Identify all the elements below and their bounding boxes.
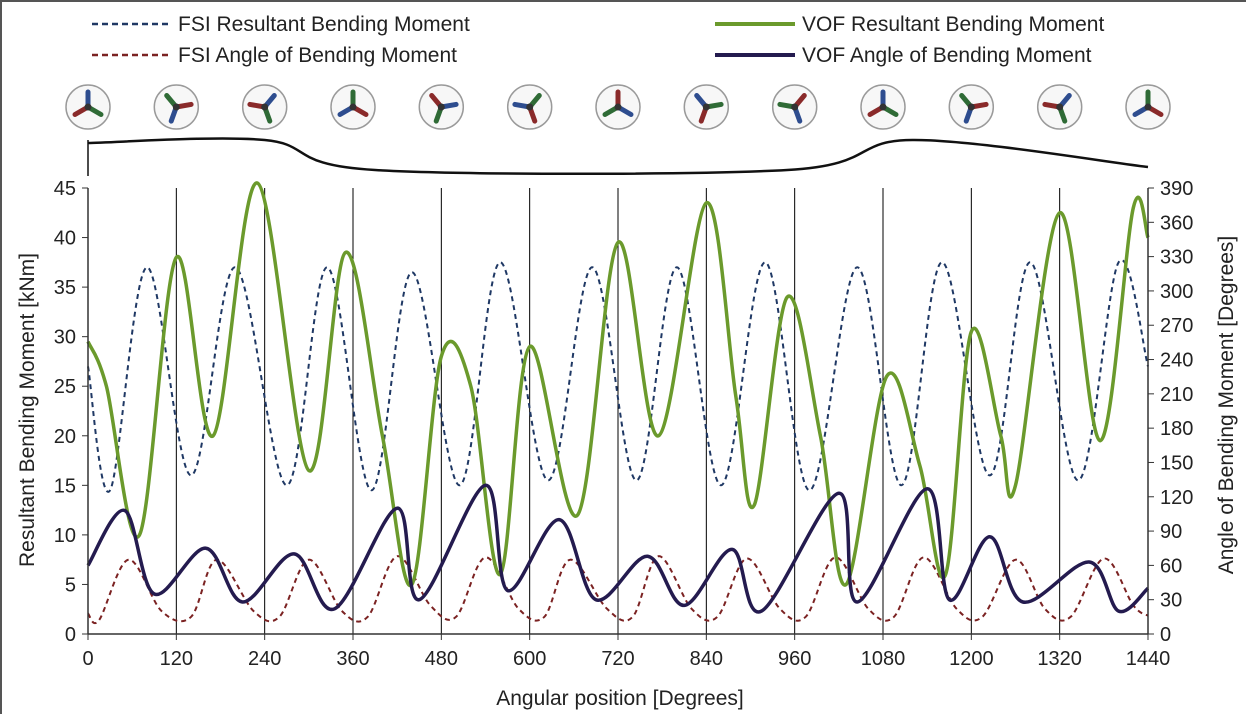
x-tick-label: 120 xyxy=(160,648,193,670)
rotor-icon xyxy=(948,84,995,130)
rotor-icons xyxy=(65,84,1171,130)
rotor-icon xyxy=(241,84,288,130)
y2-tick-label: 120 xyxy=(1160,487,1193,509)
y2-tick-label: 150 xyxy=(1160,452,1193,474)
series-line-fsi-resultant-bending-moment xyxy=(87,259,1149,493)
wave-curve xyxy=(87,137,1149,175)
legend-label-vof-angle: VOF Angle of Bending Moment xyxy=(802,44,1092,67)
rotor-icon xyxy=(330,84,376,130)
y2-tick-label: 60 xyxy=(1160,555,1182,577)
y2-tick-label: 270 xyxy=(1160,315,1193,337)
x-tick-label: 960 xyxy=(778,648,811,670)
x-tick-label: 0 xyxy=(82,648,93,670)
y2-tick-label: 90 xyxy=(1160,521,1182,543)
x-tick-label: 720 xyxy=(601,648,634,670)
y-tick-label: 20 xyxy=(54,426,76,448)
series-line-fsi-angle-of-bending-moment xyxy=(87,555,1149,625)
x-axis-title: Angular position [Degrees] xyxy=(496,687,743,710)
rotor-icon xyxy=(65,84,111,130)
y-tick-label: 25 xyxy=(54,376,76,398)
rotor-icon xyxy=(1036,84,1083,130)
y2-tick-label: 390 xyxy=(1160,178,1193,200)
y2-tick-label: 300 xyxy=(1160,281,1193,303)
series-line-vof-angle-of-bending-moment xyxy=(86,483,1150,614)
rotor-icon xyxy=(1125,84,1171,130)
y2-axis-title: Angle of Bending Moment [Degrees] xyxy=(1215,236,1238,575)
wave-profile xyxy=(87,137,1149,176)
rotor-icon xyxy=(595,84,641,130)
x-tick-label: 240 xyxy=(248,648,281,670)
y-tick-label: 45 xyxy=(54,178,76,200)
rotor-icon xyxy=(683,84,730,130)
y-tick-label: 35 xyxy=(54,277,76,299)
y2-tick-label: 360 xyxy=(1160,212,1193,234)
legend-label-vof-moment: VOF Resultant Bending Moment xyxy=(802,13,1104,36)
x-tick-label: 1320 xyxy=(1037,648,1082,670)
y-tick-label: 0 xyxy=(65,624,76,646)
y-tick-label: 10 xyxy=(54,525,76,547)
rotor-icon xyxy=(860,84,906,130)
y-tick-label: 30 xyxy=(54,327,76,349)
y2-tick-label: 240 xyxy=(1160,350,1193,372)
series-layer xyxy=(86,181,1150,625)
y2-tick-label: 180 xyxy=(1160,418,1193,440)
y-tick-label: 40 xyxy=(54,228,76,250)
legend-label-fsi-moment: FSI Resultant Bending Moment xyxy=(178,13,470,36)
x-tick-label: 1080 xyxy=(861,648,906,670)
rotor-icon xyxy=(771,84,818,130)
y2-tick-label: 0 xyxy=(1160,624,1171,646)
rotor-icon xyxy=(418,84,465,130)
x-tick-label: 600 xyxy=(513,648,546,670)
y2-tick-label: 330 xyxy=(1160,247,1193,269)
x-tick-label: 1440 xyxy=(1126,648,1171,670)
y-tick-label: 5 xyxy=(65,574,76,596)
legend: FSI Resultant Bending Moment VOF Resulta… xyxy=(92,13,1104,67)
rotor-icon xyxy=(506,84,553,130)
y2-tick-label: 30 xyxy=(1160,590,1182,612)
x-tick-label: 480 xyxy=(425,648,458,670)
y2-tick-label: 210 xyxy=(1160,384,1193,406)
y-axis-title: Resultant Bending Moment [kNm] xyxy=(16,253,39,567)
x-tick-label: 1200 xyxy=(949,648,994,670)
tick-labels: 0 120 240 360 480 600 720 840 960 1080 1200 1320 144… xyxy=(54,178,1194,670)
legend-label-fsi-angle: FSI Angle of Bending Moment xyxy=(178,44,457,67)
x-tick-label: 360 xyxy=(336,648,369,670)
series-line-vof-resultant-bending-moment xyxy=(86,181,1150,588)
y-tick-label: 15 xyxy=(54,475,76,497)
rotor-icon xyxy=(153,84,200,130)
x-tick-label: 840 xyxy=(690,648,723,670)
gridlines xyxy=(175,188,1061,634)
